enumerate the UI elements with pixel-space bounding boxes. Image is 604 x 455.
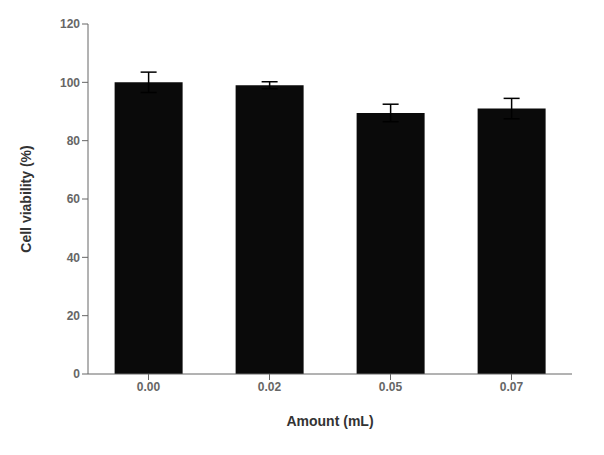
- svg-text:40: 40: [67, 251, 81, 265]
- svg-text:0.00: 0.00: [137, 380, 161, 394]
- svg-text:100: 100: [60, 76, 80, 90]
- svg-text:0.02: 0.02: [258, 380, 282, 394]
- svg-text:0.07: 0.07: [500, 380, 524, 394]
- svg-text:80: 80: [67, 134, 81, 148]
- svg-text:0.05: 0.05: [379, 380, 403, 394]
- svg-text:Cell viability (%): Cell viability (%): [18, 145, 34, 252]
- svg-text:0: 0: [73, 367, 80, 381]
- svg-text:20: 20: [67, 309, 81, 323]
- svg-text:60: 60: [67, 192, 81, 206]
- svg-text:Amount (mL): Amount (mL): [286, 413, 373, 429]
- svg-text:120: 120: [60, 17, 80, 31]
